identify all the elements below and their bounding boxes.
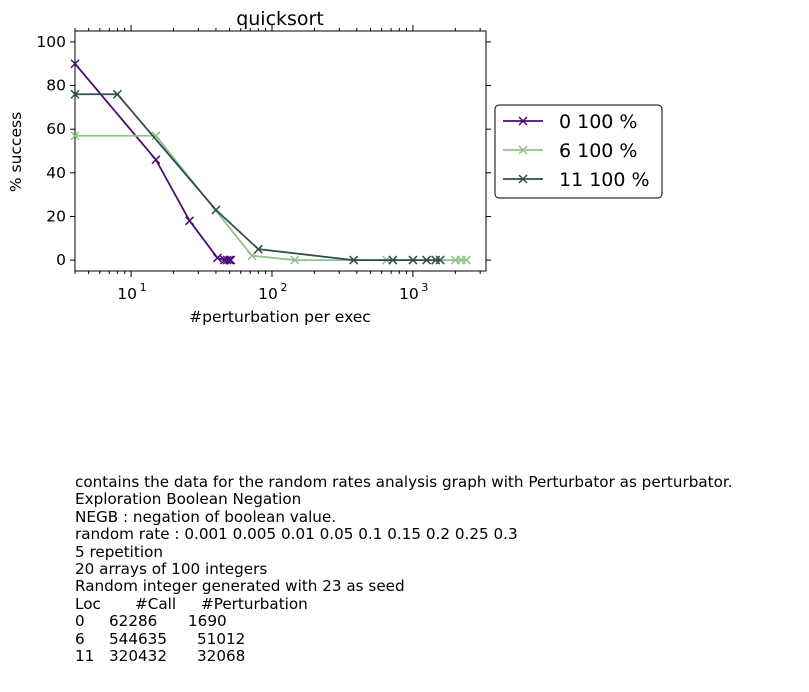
table-cell: 6 xyxy=(75,629,85,648)
table-cell: 1690 xyxy=(188,612,227,631)
x-tick-label: 10 xyxy=(117,285,137,303)
data-point xyxy=(225,255,235,265)
x-tick-label: 10 xyxy=(258,285,278,303)
y-axis-label: % success xyxy=(7,112,25,192)
x-tick-label-exponent: 2 xyxy=(281,281,288,294)
table-cell: 11 xyxy=(75,647,95,666)
table-cell: 0 xyxy=(75,612,85,631)
data-point xyxy=(290,255,300,265)
data-point xyxy=(435,255,445,265)
description-line: 5 repetition xyxy=(75,542,163,561)
table-cell: 62286 xyxy=(109,612,158,631)
data-point xyxy=(212,253,222,263)
table-cell: 51012 xyxy=(197,629,246,648)
description-line: contains the data for the random rates a… xyxy=(75,473,733,491)
data-point xyxy=(151,131,161,141)
table-cell: 320432 xyxy=(109,647,167,666)
legend-marker xyxy=(518,145,528,155)
legend-box xyxy=(494,104,663,199)
chart: quicksort % success #perturbation per ex… xyxy=(7,8,663,326)
table-header-cell: #Perturbation xyxy=(201,595,308,613)
series-group xyxy=(70,89,445,265)
series-line xyxy=(75,134,467,261)
data-point xyxy=(226,255,236,265)
data-point xyxy=(70,59,80,69)
data-point xyxy=(253,244,263,254)
x-tick-label-exponent: 3 xyxy=(421,281,428,294)
legend-marker xyxy=(518,174,528,184)
description-line: random rate : 0.001 0.005 0.01 0.05 0.1 … xyxy=(75,525,518,544)
series-group xyxy=(70,131,472,265)
data-point xyxy=(388,255,398,265)
data-point xyxy=(211,205,221,215)
data-point xyxy=(461,255,472,265)
data-point xyxy=(151,155,161,165)
chart-title: quicksort xyxy=(236,8,324,30)
y-tick-label: 100 xyxy=(36,33,66,51)
legend-label: 11 100 % xyxy=(559,169,650,191)
y-tick-label: 40 xyxy=(46,164,66,182)
legend-label: 0 100 % xyxy=(559,111,638,133)
y-tick-label: 0 xyxy=(56,251,66,269)
description-block: contains the data for the random rates a… xyxy=(75,473,733,596)
series-line xyxy=(75,93,441,261)
data-point xyxy=(112,89,122,99)
table-header-cell: #Call xyxy=(135,595,177,613)
legend-marker xyxy=(518,116,528,126)
x-tick-label: 10 xyxy=(399,285,419,303)
data-point xyxy=(349,255,359,265)
data-point xyxy=(222,255,232,265)
series-group xyxy=(70,59,236,265)
legend: 0 100 % 6 100 % 11 100 % xyxy=(494,104,663,199)
x-tick-label-exponent: 1 xyxy=(140,281,147,294)
plot-area xyxy=(74,30,487,272)
table-cell: 544635 xyxy=(109,629,167,648)
data-point xyxy=(70,131,80,141)
data-point xyxy=(185,216,195,226)
y-tick-label: 80 xyxy=(46,77,66,95)
legend-label: 6 100 % xyxy=(559,140,638,162)
series-lines xyxy=(70,59,472,265)
table-header-cell: Loc xyxy=(75,595,101,613)
description-line: Exploration Boolean Negation xyxy=(75,490,302,509)
table-cell: 32068 xyxy=(197,647,246,666)
data-point xyxy=(70,89,80,99)
data-point xyxy=(422,255,432,265)
y-tick-label: 60 xyxy=(46,120,66,138)
description-line: Random integer generated with 23 as seed xyxy=(75,577,405,596)
description-line: 20 arrays of 100 integers xyxy=(75,560,268,579)
y-tick-label: 20 xyxy=(46,207,66,225)
x-axis-label: #perturbation per exec xyxy=(189,308,371,326)
data-point xyxy=(408,255,418,265)
description-line: NEGB : negation of boolean value. xyxy=(75,507,337,526)
